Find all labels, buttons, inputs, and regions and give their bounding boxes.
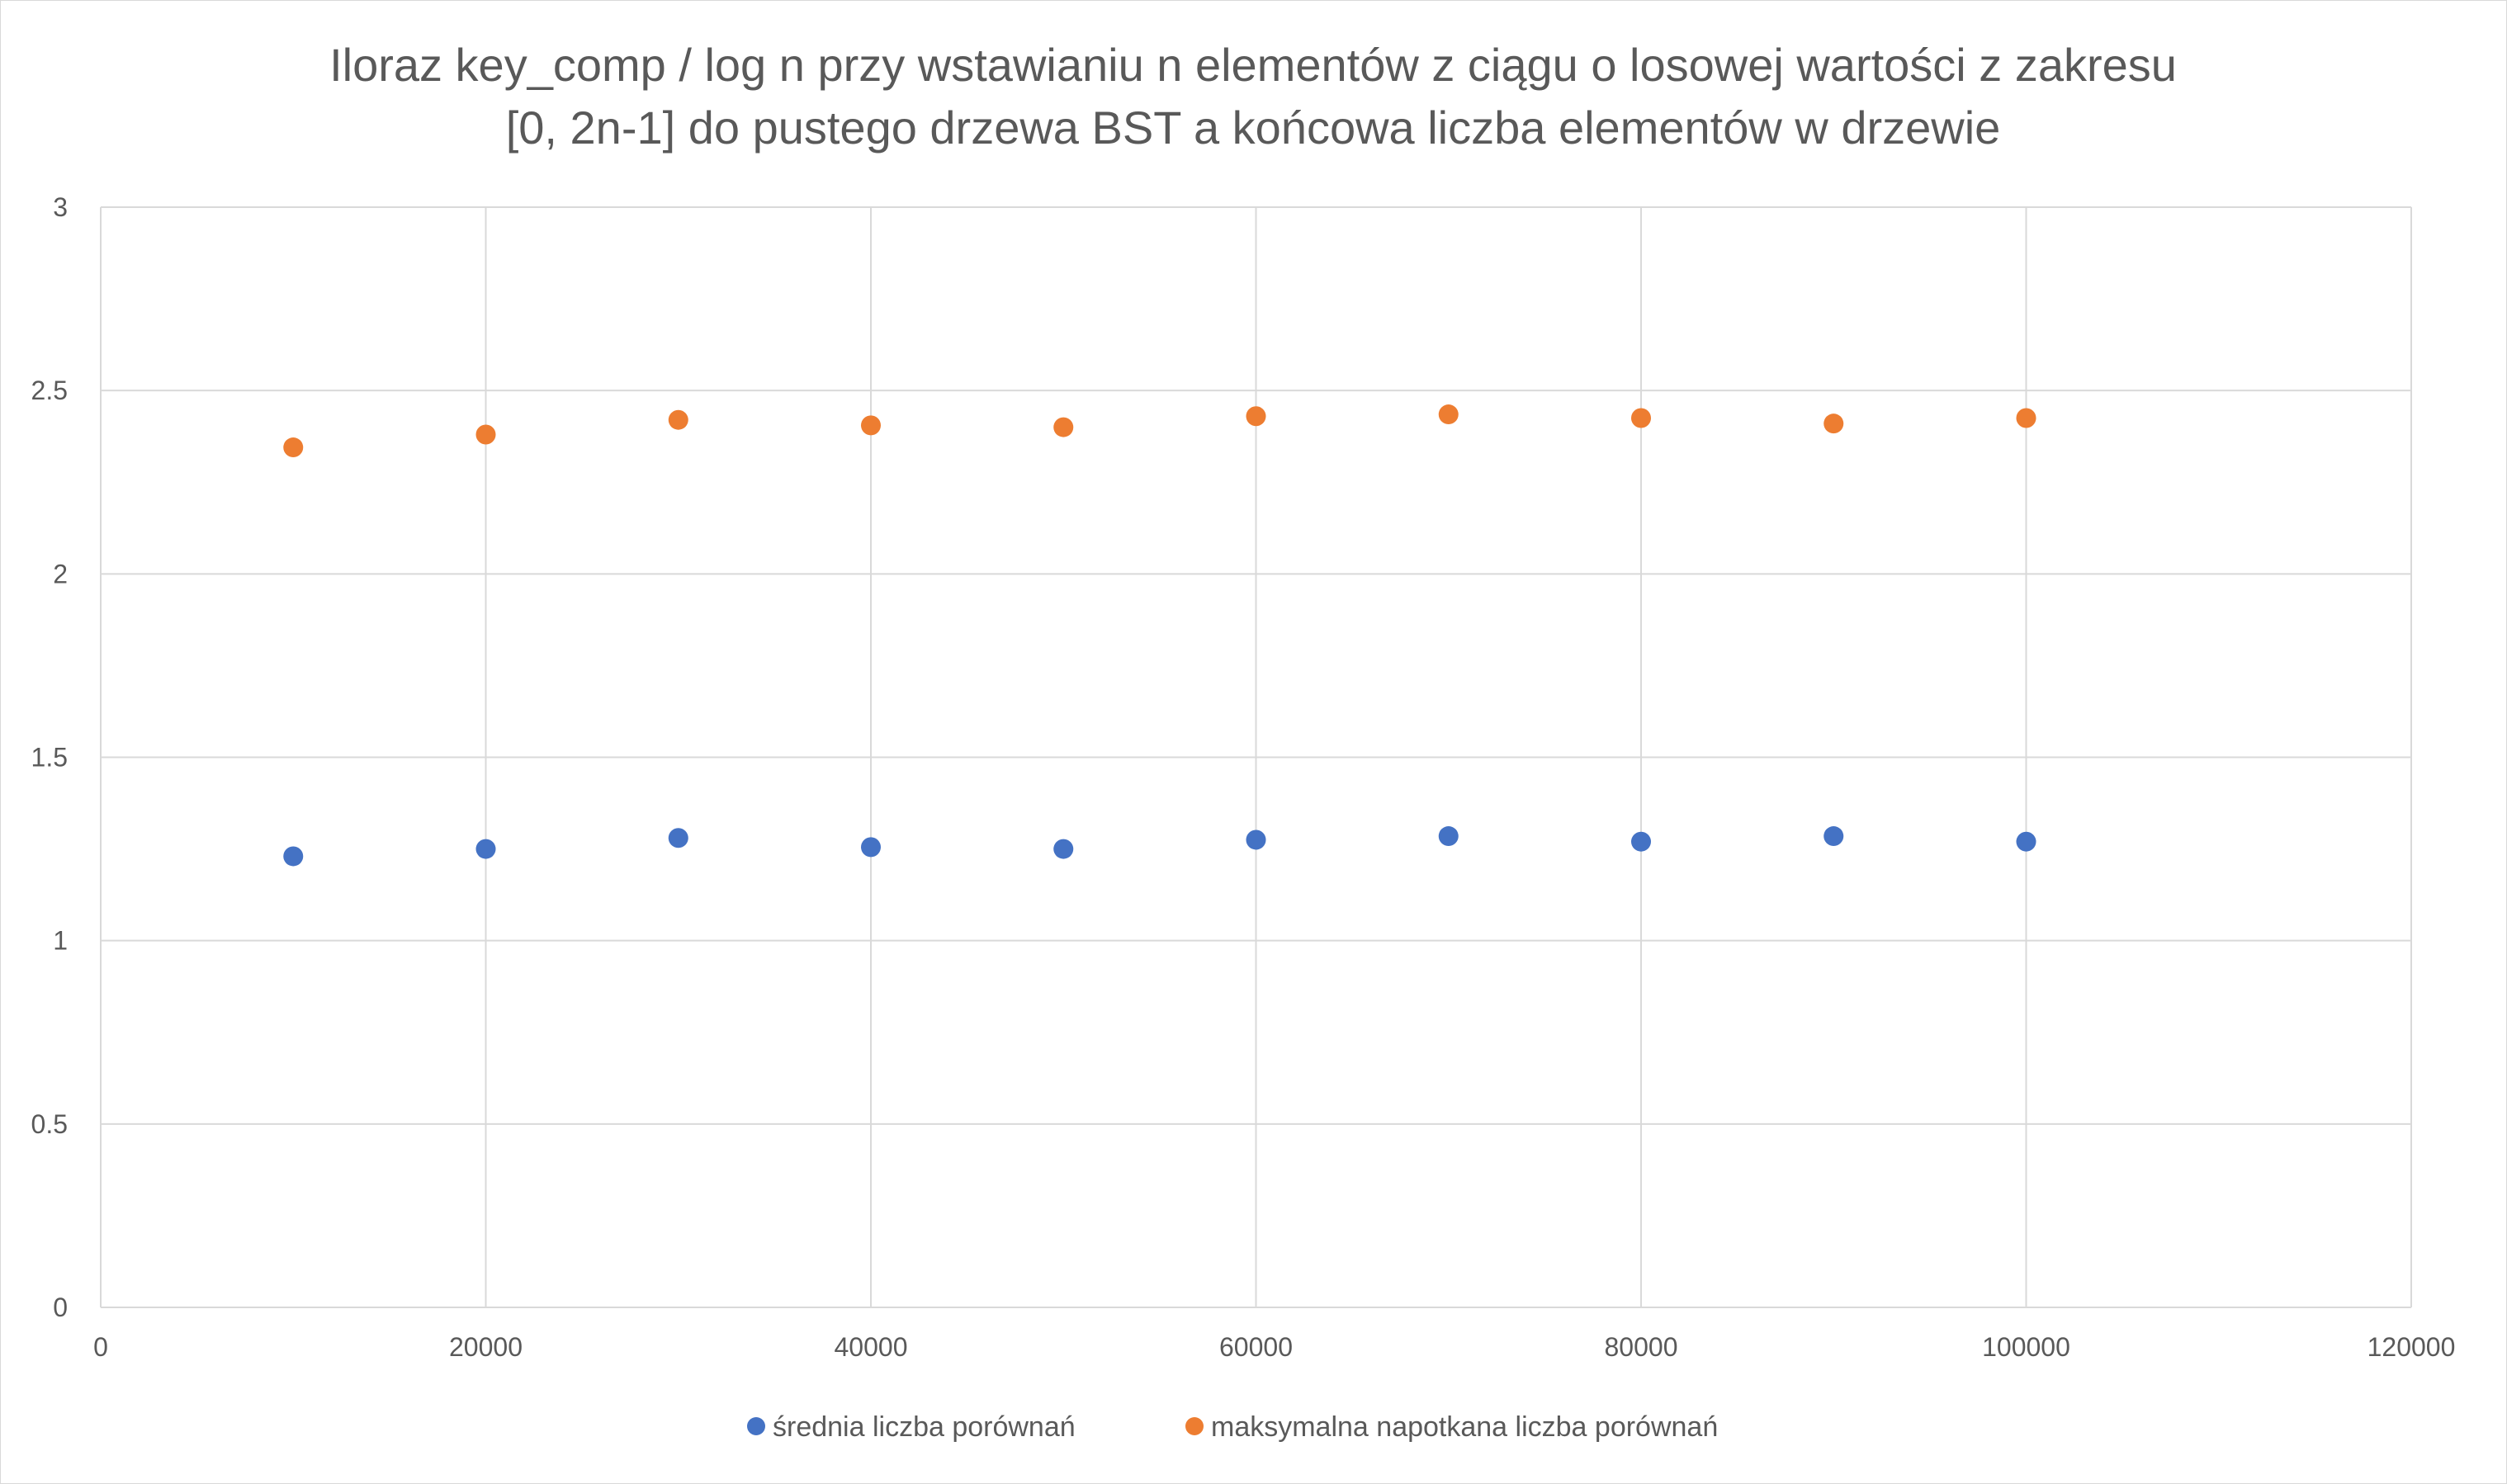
data-point-series-2 (283, 437, 304, 458)
x-axis-tick-labels: 0 20000 40000 60000 80000 100000 120000 (93, 1332, 2455, 1362)
data-point-series-1 (475, 839, 496, 859)
data-point-series-1 (668, 828, 688, 848)
data-point-series-1 (1631, 831, 1651, 852)
data-point-series-1 (1053, 839, 1074, 859)
y-tick-label: 3 (53, 192, 68, 222)
y-tick-label: 1 (53, 926, 68, 956)
data-point-series-1 (1246, 829, 1266, 850)
x-tick-label: 60000 (1219, 1332, 1293, 1362)
data-point-series-2 (861, 415, 881, 436)
data-point-series-1 (861, 837, 881, 858)
data-point-series-2 (1631, 408, 1651, 428)
legend-label-series-2: maksymalna napotkana liczba porównań (1211, 1411, 1718, 1443)
x-tick-label: 40000 (835, 1332, 908, 1362)
y-tick-label: 2.5 (31, 376, 68, 405)
data-point-series-2 (1053, 417, 1074, 437)
data-point-series-2 (1823, 414, 1844, 434)
data-point-series-1 (1438, 826, 1459, 847)
data-point-series-1 (1823, 826, 1844, 847)
data-point-series-2 (475, 424, 496, 445)
data-point-series-2 (2016, 408, 2036, 428)
chart-title: Iloraz key_comp / log n przy wstawianiu … (329, 39, 2177, 154)
x-tick-label: 80000 (1605, 1332, 1678, 1362)
data-point-series-2 (1438, 404, 1459, 425)
data-points (283, 404, 2036, 867)
grid-lines (100, 206, 2412, 1308)
x-tick-label: 100000 (1982, 1332, 2070, 1362)
data-point-series-2 (1246, 406, 1266, 427)
legend-marker-series-2 (1185, 1417, 1204, 1435)
legend-label-series-1: średnia liczba porównań (773, 1411, 1076, 1443)
legend-marker-series-1 (747, 1417, 765, 1435)
data-point-series-1 (283, 846, 304, 867)
y-tick-label: 1.5 (31, 743, 68, 773)
x-tick-label: 20000 (449, 1332, 523, 1362)
data-point-series-2 (668, 409, 688, 430)
legend: średnia liczba porównań maksymalna napotk… (747, 1411, 1718, 1443)
x-tick-label: 120000 (2367, 1332, 2456, 1362)
chart-title-line-2: [0, 2n-1] do pustego drzewa BST a końcow… (506, 102, 2001, 154)
data-point-series-1 (2016, 831, 2036, 852)
y-axis-tick-labels: 0 0.5 1 1.5 2 2.5 3 (31, 192, 68, 1322)
chart-title-line-1: Iloraz key_comp / log n przy wstawianiu … (329, 39, 2177, 91)
y-tick-label: 2 (53, 559, 68, 588)
y-tick-label: 0 (53, 1293, 68, 1322)
y-tick-label: 0.5 (31, 1109, 68, 1139)
x-tick-label: 0 (93, 1332, 108, 1362)
